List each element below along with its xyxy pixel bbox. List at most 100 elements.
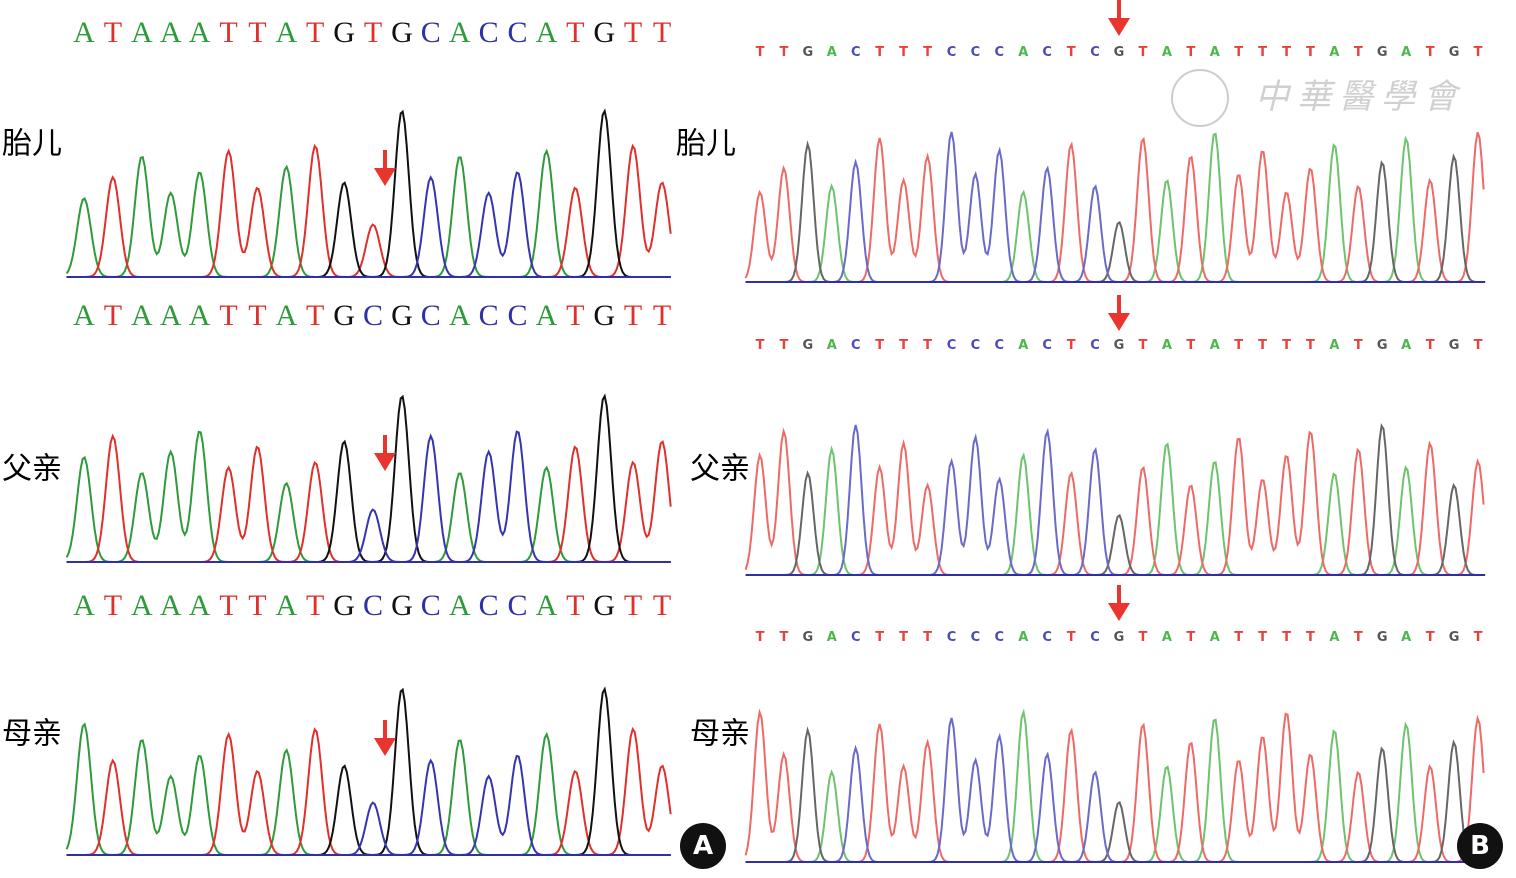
panel-badge xyxy=(680,823,726,869)
base-call: A xyxy=(1210,630,1220,645)
base-call: A xyxy=(189,16,211,49)
base-call: G xyxy=(1377,45,1388,60)
base-call: T xyxy=(1426,45,1435,60)
panel-label: B xyxy=(1470,831,1490,861)
panel-badge xyxy=(1457,823,1503,869)
base-call: A xyxy=(449,16,471,49)
base-call: A xyxy=(1401,630,1411,645)
base-call: T xyxy=(923,45,932,60)
base-call: C xyxy=(947,45,957,60)
base-call: C xyxy=(995,338,1005,353)
base-call: C xyxy=(947,630,957,645)
base-call: C xyxy=(363,299,383,332)
base-call: T xyxy=(875,338,884,353)
arrow-head xyxy=(374,168,396,186)
base-call: A xyxy=(73,16,95,49)
base-call: C xyxy=(363,589,383,622)
base-call: T xyxy=(219,299,237,332)
base-call: G xyxy=(803,338,814,353)
trace xyxy=(745,132,1484,283)
base-call: T xyxy=(306,16,324,49)
base-call: C xyxy=(1042,630,1052,645)
base-call: C xyxy=(1090,338,1100,353)
base-call: T xyxy=(1186,630,1195,645)
base-call: T xyxy=(1426,338,1435,353)
base-call: T xyxy=(899,45,908,60)
trace xyxy=(66,171,671,278)
subject-label: 胎儿 xyxy=(2,127,62,162)
base-call: T xyxy=(653,16,671,49)
base-call: T xyxy=(1234,630,1243,645)
trace xyxy=(65,430,671,563)
base-call: T xyxy=(624,589,642,622)
base-call: A xyxy=(536,16,558,49)
panel-label: A xyxy=(693,831,713,861)
base-call: T xyxy=(1306,338,1315,353)
base-call: C xyxy=(995,45,1005,60)
base-call: A xyxy=(73,589,95,622)
base-call: A xyxy=(1210,338,1220,353)
base-call: A xyxy=(827,630,837,645)
base-call: T xyxy=(624,299,642,332)
base-call: G xyxy=(803,630,814,645)
watermark: 中華醫學會 xyxy=(1255,77,1465,117)
base-call: C xyxy=(479,299,499,332)
base-call: T xyxy=(1282,338,1291,353)
base-call: T xyxy=(923,630,932,645)
base-call: T xyxy=(1354,630,1363,645)
base-call: A xyxy=(189,589,211,622)
base-call: G xyxy=(391,16,413,49)
base-call: T xyxy=(653,299,671,332)
trace xyxy=(744,131,1485,284)
base-call: A xyxy=(73,299,95,332)
base-call: T xyxy=(219,589,237,622)
base-call: T xyxy=(899,630,908,645)
base-call: T xyxy=(1306,630,1315,645)
base-call: T xyxy=(1282,45,1291,60)
base-call: T xyxy=(653,589,671,622)
base-call: A xyxy=(1162,338,1172,353)
base-call: T xyxy=(779,338,788,353)
subject-label: 胎儿 xyxy=(676,127,736,162)
base-call: A xyxy=(1401,45,1411,60)
base-call: G xyxy=(1114,630,1125,645)
base-call: T xyxy=(219,16,237,49)
arrow-head xyxy=(374,738,396,756)
base-call: T xyxy=(1282,630,1291,645)
base-call: T xyxy=(1474,45,1483,60)
base-call: A xyxy=(160,589,182,622)
base-call: A xyxy=(1018,338,1028,353)
base-call: C xyxy=(851,45,861,60)
trace xyxy=(745,424,1484,577)
base-call: A xyxy=(827,45,837,60)
base-call: A xyxy=(275,299,297,332)
base-call: C xyxy=(851,630,861,645)
base-call: C xyxy=(971,338,981,353)
base-call: A xyxy=(1210,45,1220,60)
base-call: A xyxy=(131,299,153,332)
trace xyxy=(745,422,1484,576)
arrow-head xyxy=(1108,313,1130,331)
base-call: T xyxy=(1067,630,1076,645)
base-call: T xyxy=(875,45,884,60)
base-call: A xyxy=(131,16,153,49)
base-call: G xyxy=(593,16,615,49)
base-call: T xyxy=(104,16,122,49)
arrow-head xyxy=(1108,18,1130,36)
base-call: T xyxy=(1354,45,1363,60)
base-call: T xyxy=(1138,45,1147,60)
base-call: T xyxy=(1138,630,1147,645)
arrow-head xyxy=(1108,603,1130,621)
base-call: T xyxy=(756,45,765,60)
base-call: T xyxy=(1067,338,1076,353)
base-call: T xyxy=(875,630,884,645)
subject-label: 母亲 xyxy=(690,717,750,752)
base-call: C xyxy=(1090,630,1100,645)
base-call: T xyxy=(779,630,788,645)
base-call: C xyxy=(507,299,527,332)
base-call: C xyxy=(947,338,957,353)
base-call: A xyxy=(449,589,471,622)
base-call: T xyxy=(1186,338,1195,353)
base-call: C xyxy=(421,299,441,332)
